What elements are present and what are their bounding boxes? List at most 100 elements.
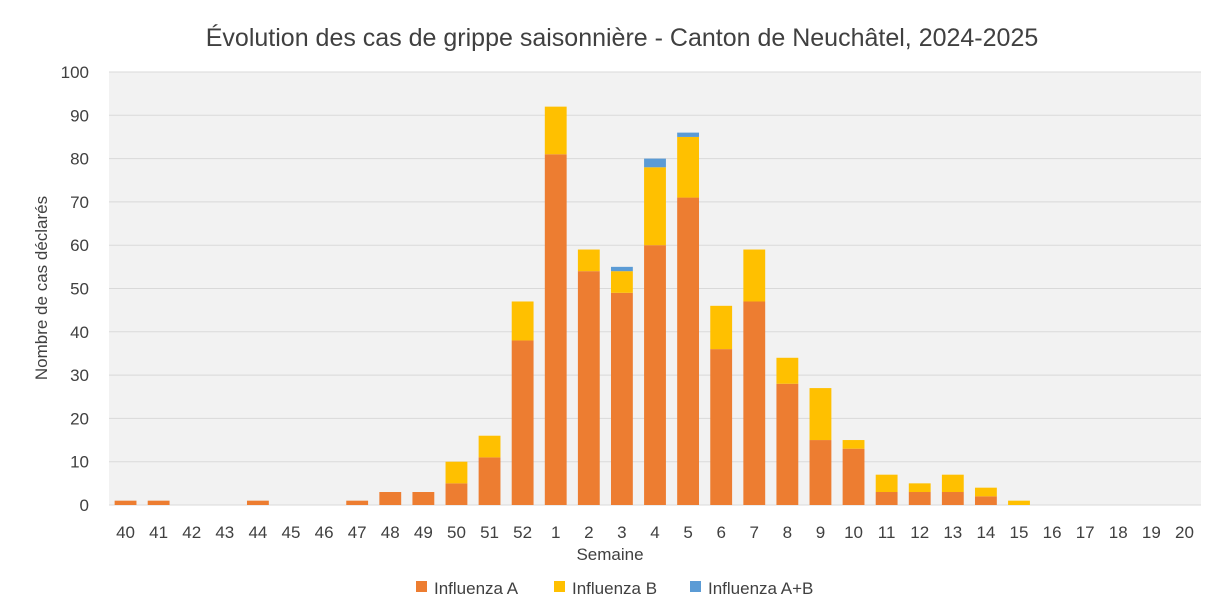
x-tick-label: 45 [282,523,301,542]
bar-segment [610,292,633,505]
bar-segment [908,483,931,493]
x-tick-label: 49 [414,523,433,542]
x-tick-label: 6 [716,523,725,542]
legend-label: Influenza B [572,579,657,598]
x-tick-label: 41 [149,523,168,542]
bar-segment [809,440,832,505]
bar-segment [511,301,534,341]
bar-segment [478,457,501,505]
bar-segment [710,305,733,350]
x-tick-label: 42 [182,523,201,542]
x-tick-label: 8 [783,523,792,542]
bar-segment [842,440,865,449]
y-tick-label: 20 [70,409,89,428]
bar-segment [1008,500,1030,505]
chart-title: Évolution des cas de grippe saisonnière … [206,23,1039,52]
x-tick-label: 51 [480,523,499,542]
x-tick-label: 7 [750,523,759,542]
x-tick-label: 17 [1076,523,1095,542]
y-tick-label: 60 [70,236,89,255]
legend-label: Influenza A [434,579,519,598]
bar-segment [511,340,534,505]
x-axis-label: Semaine [576,545,643,564]
y-tick-label: 100 [61,63,89,82]
x-tick-label: 9 [816,523,825,542]
bar-segment [809,388,832,441]
bar-segment [710,349,733,505]
y-tick-label: 70 [70,193,89,212]
bar-segment [875,474,898,493]
bar-segment [478,435,501,458]
x-tick-label: 48 [381,523,400,542]
legend-swatch [554,581,565,592]
bar-segment [445,483,468,505]
bar-segment [445,461,468,484]
y-tick-label: 0 [80,496,89,515]
y-tick-label: 10 [70,453,89,472]
x-tick-label: 13 [943,523,962,542]
bar-segment [346,500,369,505]
legend-swatch [690,581,701,592]
x-tick-label: 11 [878,523,896,542]
bar-segment [677,132,700,137]
x-tick-label: 1 [551,523,560,542]
y-tick-label: 30 [70,366,89,385]
bar-segment [577,249,600,272]
x-tick-label: 46 [315,523,334,542]
x-tick-label: 4 [650,523,659,542]
bar-segment [776,383,799,505]
legend-label: Influenza A+B [708,579,813,598]
y-axis-label: Nombre de cas déclarés [32,196,51,380]
bar-segment [743,249,766,302]
bar-segment [246,500,269,505]
x-tick-label: 12 [910,523,929,542]
x-tick-label: 40 [116,523,135,542]
bar-segment [379,492,402,505]
x-tick-label: 16 [1043,523,1062,542]
x-tick-label: 44 [248,523,267,542]
x-tick-label: 2 [584,523,593,542]
bar-segment [644,167,666,246]
bar-segment [114,500,137,505]
x-tick-label: 14 [976,523,995,542]
y-tick-label: 80 [70,150,89,169]
bar-segment [412,492,435,505]
bar-segment [577,271,600,505]
bar-segment [677,197,700,505]
bar-segment [544,106,567,155]
bars [114,106,1030,505]
y-tick-label: 90 [70,106,89,125]
bar-segment [875,492,898,505]
x-tick-labels: 40 41 42 43 44 45 46 47 48 49 50 51 52 1 2 3 4 5 6 7 8 9 10 11 1… [116,523,1194,542]
x-tick-label: 18 [1109,523,1128,542]
bar-segment [677,136,700,198]
x-tick-label: 10 [844,523,863,542]
bar-segment [908,492,931,505]
bar-segment [644,158,666,168]
bar-segment [644,245,666,505]
bar-segment [842,448,865,505]
x-tick-label: 52 [513,523,532,542]
bar-segment [610,271,633,293]
x-tick-label: 5 [683,523,692,542]
x-tick-label: 15 [1010,523,1029,542]
bar-segment [776,357,799,384]
x-tick-label: 47 [348,523,367,542]
x-tick-label: 20 [1175,523,1194,542]
x-tick-label: 50 [447,523,466,542]
y-tick-label: 40 [70,323,89,342]
bar-segment [610,266,633,272]
bar-segment [974,487,997,497]
x-tick-label: 43 [215,523,234,542]
legend: Influenza A Influenza B Influenza A+B [416,579,813,598]
x-tick-label: 3 [617,523,626,542]
bar-segment [147,500,170,505]
bar-segment [941,474,964,493]
legend-swatch [416,581,427,592]
y-tick-label: 50 [70,280,89,299]
x-tick-label: 19 [1142,523,1161,542]
bar-segment [941,492,964,505]
bar-segment [544,154,567,505]
bar-segment [974,496,997,505]
